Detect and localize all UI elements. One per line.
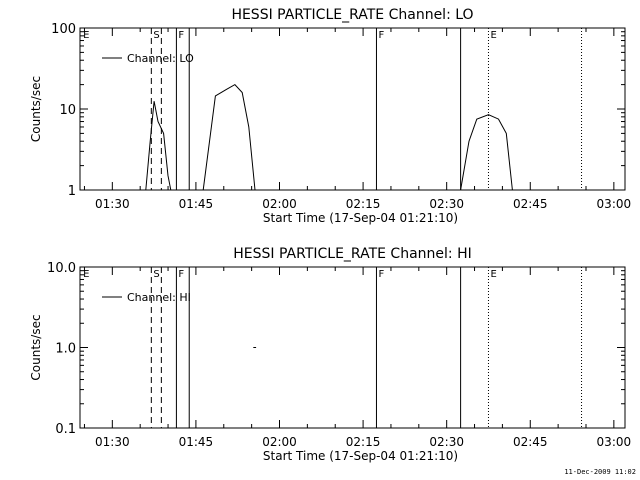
chart-title: HESSI PARTICLE_RATE Channel: HI (233, 246, 471, 262)
footer-timestamp: 11-Dec-2009 11:02 (564, 468, 636, 476)
event-marker-label: F (378, 269, 384, 280)
x-tick-label: 01:30 (95, 435, 130, 449)
y-tick-label: 10 (59, 103, 76, 118)
x-tick-label: 01:45 (179, 435, 214, 449)
y-tick-label: 0.1 (55, 422, 76, 437)
x-tick-label: 03:00 (597, 197, 632, 211)
x-tick-label: 02:30 (429, 197, 464, 211)
x-tick-label: 02:00 (262, 435, 297, 449)
event-marker-label: S (153, 30, 159, 41)
x-tick-label: 02:15 (346, 197, 381, 211)
x-axis-label: Start Time (17-Sep-04 01:21:10) (263, 449, 458, 463)
series-line (202, 83, 256, 191)
x-tick-label: 02:45 (513, 435, 548, 449)
x-tick-label: 01:30 (95, 197, 130, 211)
y-tick-label: 1 (68, 184, 76, 199)
event-marker-label: F (178, 30, 184, 41)
y-axis-label: Counts/sec (29, 76, 43, 142)
event-marker-label: F (378, 30, 384, 41)
x-tick-label: 03:00 (597, 435, 632, 449)
event-marker-label: E (490, 269, 496, 280)
x-tick-label: 02:45 (513, 197, 548, 211)
chart-title: HESSI PARTICLE_RATE Channel: LO (231, 7, 473, 23)
series-line (145, 101, 172, 191)
x-tick-label: 02:30 (429, 435, 464, 449)
y-tick-label: 100 (51, 22, 76, 37)
event-marker-label: E (490, 30, 496, 41)
x-tick-label: 02:15 (346, 435, 381, 449)
event-marker-label: F (178, 269, 184, 280)
series-line (460, 114, 513, 191)
y-tick-label: 10.0 (47, 261, 76, 276)
event-marker-label: E (83, 30, 89, 41)
x-axis-label: Start Time (17-Sep-04 01:21:10) (263, 211, 458, 225)
y-axis-label: Counts/sec (29, 314, 43, 380)
event-marker-label: E (83, 269, 89, 280)
event-marker-label: S (153, 269, 159, 280)
x-tick-label: 02:00 (262, 197, 297, 211)
legend-label: Channel: HI (127, 291, 191, 304)
x-tick-label: 01:45 (179, 197, 214, 211)
legend-label: Channel: LO (127, 52, 194, 65)
y-tick-label: 1.0 (55, 342, 76, 357)
